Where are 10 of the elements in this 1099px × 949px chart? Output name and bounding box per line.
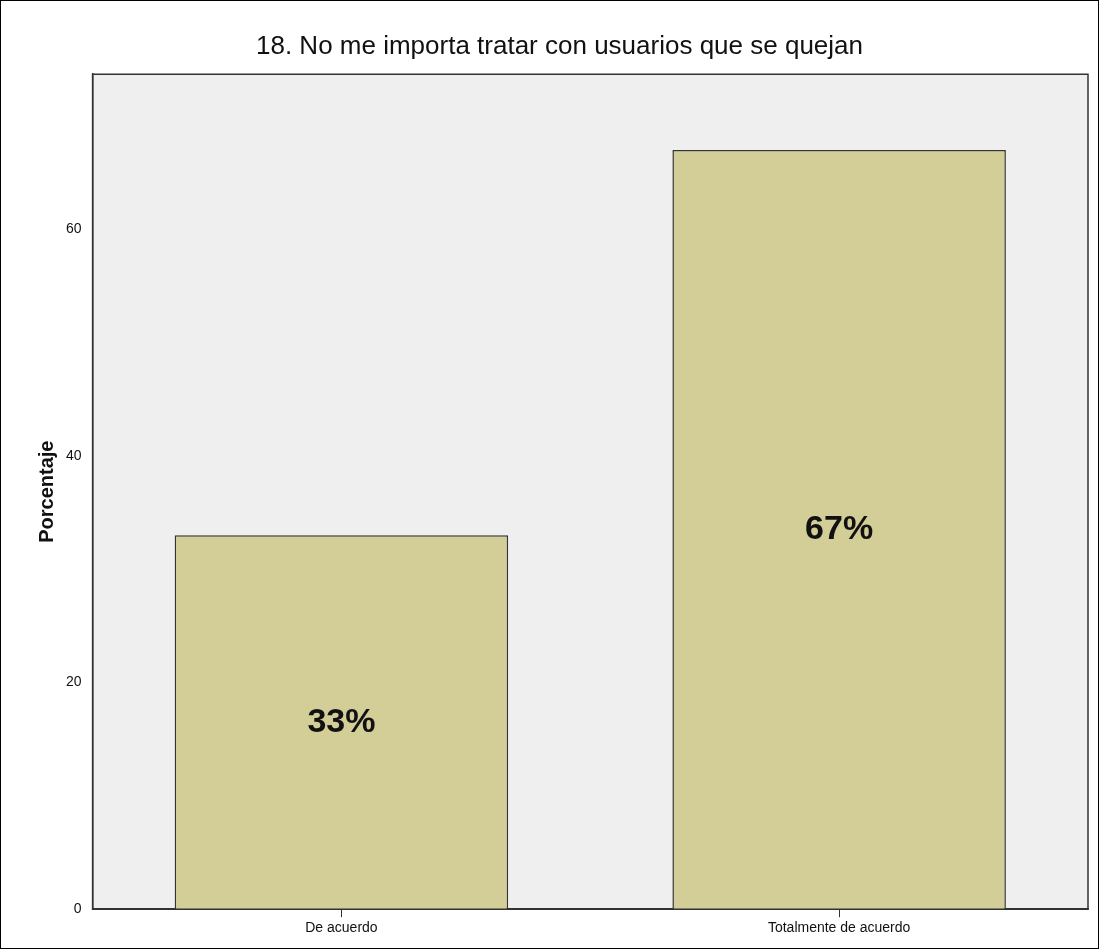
y-tick-label: 40 [65,446,82,463]
data-label: 33% [307,700,376,739]
y-tick-label: 0 [73,900,82,917]
y-axis-title: Porcentaje [34,440,57,543]
x-tick-label: De acuerdo [305,919,378,936]
data-label: 67% [805,508,874,547]
y-tick-label: 60 [65,220,82,237]
y-tick-label: 20 [65,673,82,690]
x-tick-label: Totalmente de acuerdo [767,919,911,936]
chart-title: 18. No me importa tratar con usuarios que se quejan [255,29,864,60]
